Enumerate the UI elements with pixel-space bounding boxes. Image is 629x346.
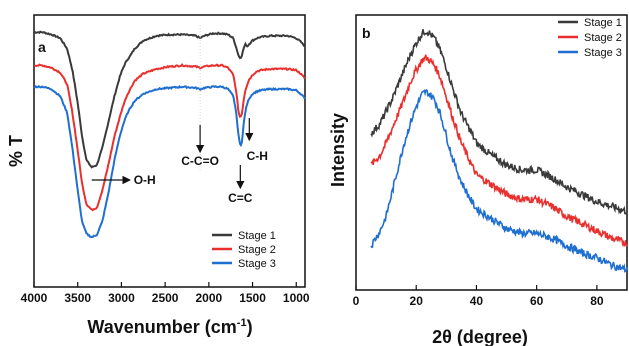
panel-a-tick-label-3500: 3500: [64, 291, 91, 305]
panel-b-tick-label-40: 40: [470, 294, 484, 308]
panel-a-x-ticks: 4000 3500 3000 2500 2000 1500 1000: [21, 282, 310, 305]
panel-b-x-ticks: 0 20 40 60 80: [353, 285, 604, 308]
panel-a-ftir-chart: a % T Wavenumber (cm-1) 4000 3500 3000 2500…: [6, 14, 310, 337]
panel-b-y-axis-title: Intensity: [328, 113, 348, 187]
panel-b-series: [370, 29, 628, 273]
panel-b-series-line-stage-1: [370, 29, 628, 216]
panel-b-legend-label-stage-1: Stage 1: [584, 17, 622, 29]
panel-b-tick-label-0: 0: [353, 294, 360, 308]
panel-a-letter: a: [38, 39, 46, 55]
panel-b-tick-label-60: 60: [530, 294, 544, 308]
panel-a-legend-label-stage-2: Stage 2: [238, 244, 276, 256]
panel-a-annotations: O-H C-C=O C=C C-H: [91, 25, 268, 205]
panel-a-tick-label-2500: 2500: [152, 291, 179, 305]
panel-a-legend-label-stage-1: Stage 1: [238, 230, 276, 242]
panel-a-series-line-stage-3: [33, 85, 306, 239]
panel-b-legend: Stage 1 Stage 2 Stage 3: [558, 17, 622, 59]
panel-a-tick-label-1000: 1000: [283, 291, 310, 305]
panel-a-series: [33, 30, 306, 239]
panel-b-legend-label-stage-2: Stage 2: [584, 32, 622, 44]
panel-b-x-axis-title: 2θ (degree): [432, 327, 528, 346]
panel-a-annotation-c-c: C=C: [228, 191, 253, 205]
panel-b-series-line-stage-2: [370, 54, 628, 248]
panel-a-x-axis-title-sup: -1: [237, 317, 247, 329]
panel-a-x-axis-title-main: Wavenumber (cm: [87, 317, 236, 337]
panel-a-series-line-stage-2: [33, 63, 306, 212]
panel-a-y-axis-title: % T: [6, 135, 26, 167]
panel-a-tick-label-2000: 2000: [195, 291, 222, 305]
panel-b-tick-label-20: 20: [410, 294, 424, 308]
panel-a-x-axis-title: Wavenumber (cm-1): [87, 317, 252, 337]
panel-b-letter: b: [362, 25, 371, 41]
panel-a-plot-frame: [33, 14, 306, 288]
panel-b-plot-frame: [355, 14, 628, 291]
panel-a-tick-label-1500: 1500: [239, 291, 266, 305]
panel-a-tick-label-3000: 3000: [108, 291, 135, 305]
panel-b-legend-label-stage-3: Stage 3: [584, 47, 622, 59]
panel-a-annotation-c-h: C-H: [247, 149, 268, 163]
panel-b-series-line-stage-3: [370, 88, 628, 273]
panel-a-legend-label-stage-3: Stage 3: [238, 258, 276, 270]
panel-a-legend: Stage 1 Stage 2 Stage 3: [212, 230, 276, 270]
panel-a-annotation-c-c-o: C-C=O: [181, 154, 219, 168]
panel-b-tick-label-80: 80: [590, 294, 604, 308]
panel-b-xrd-chart: b Intensity 2θ (degree) 0 20 40 60 80 Stage …: [328, 14, 628, 346]
panel-a-x-axis-title-tail: ): [247, 317, 253, 337]
panel-a-annotation-o-h: O-H: [134, 173, 156, 187]
panel-a-series-line-stage-1: [33, 30, 306, 169]
panel-a-tick-label-4000: 4000: [21, 291, 48, 305]
